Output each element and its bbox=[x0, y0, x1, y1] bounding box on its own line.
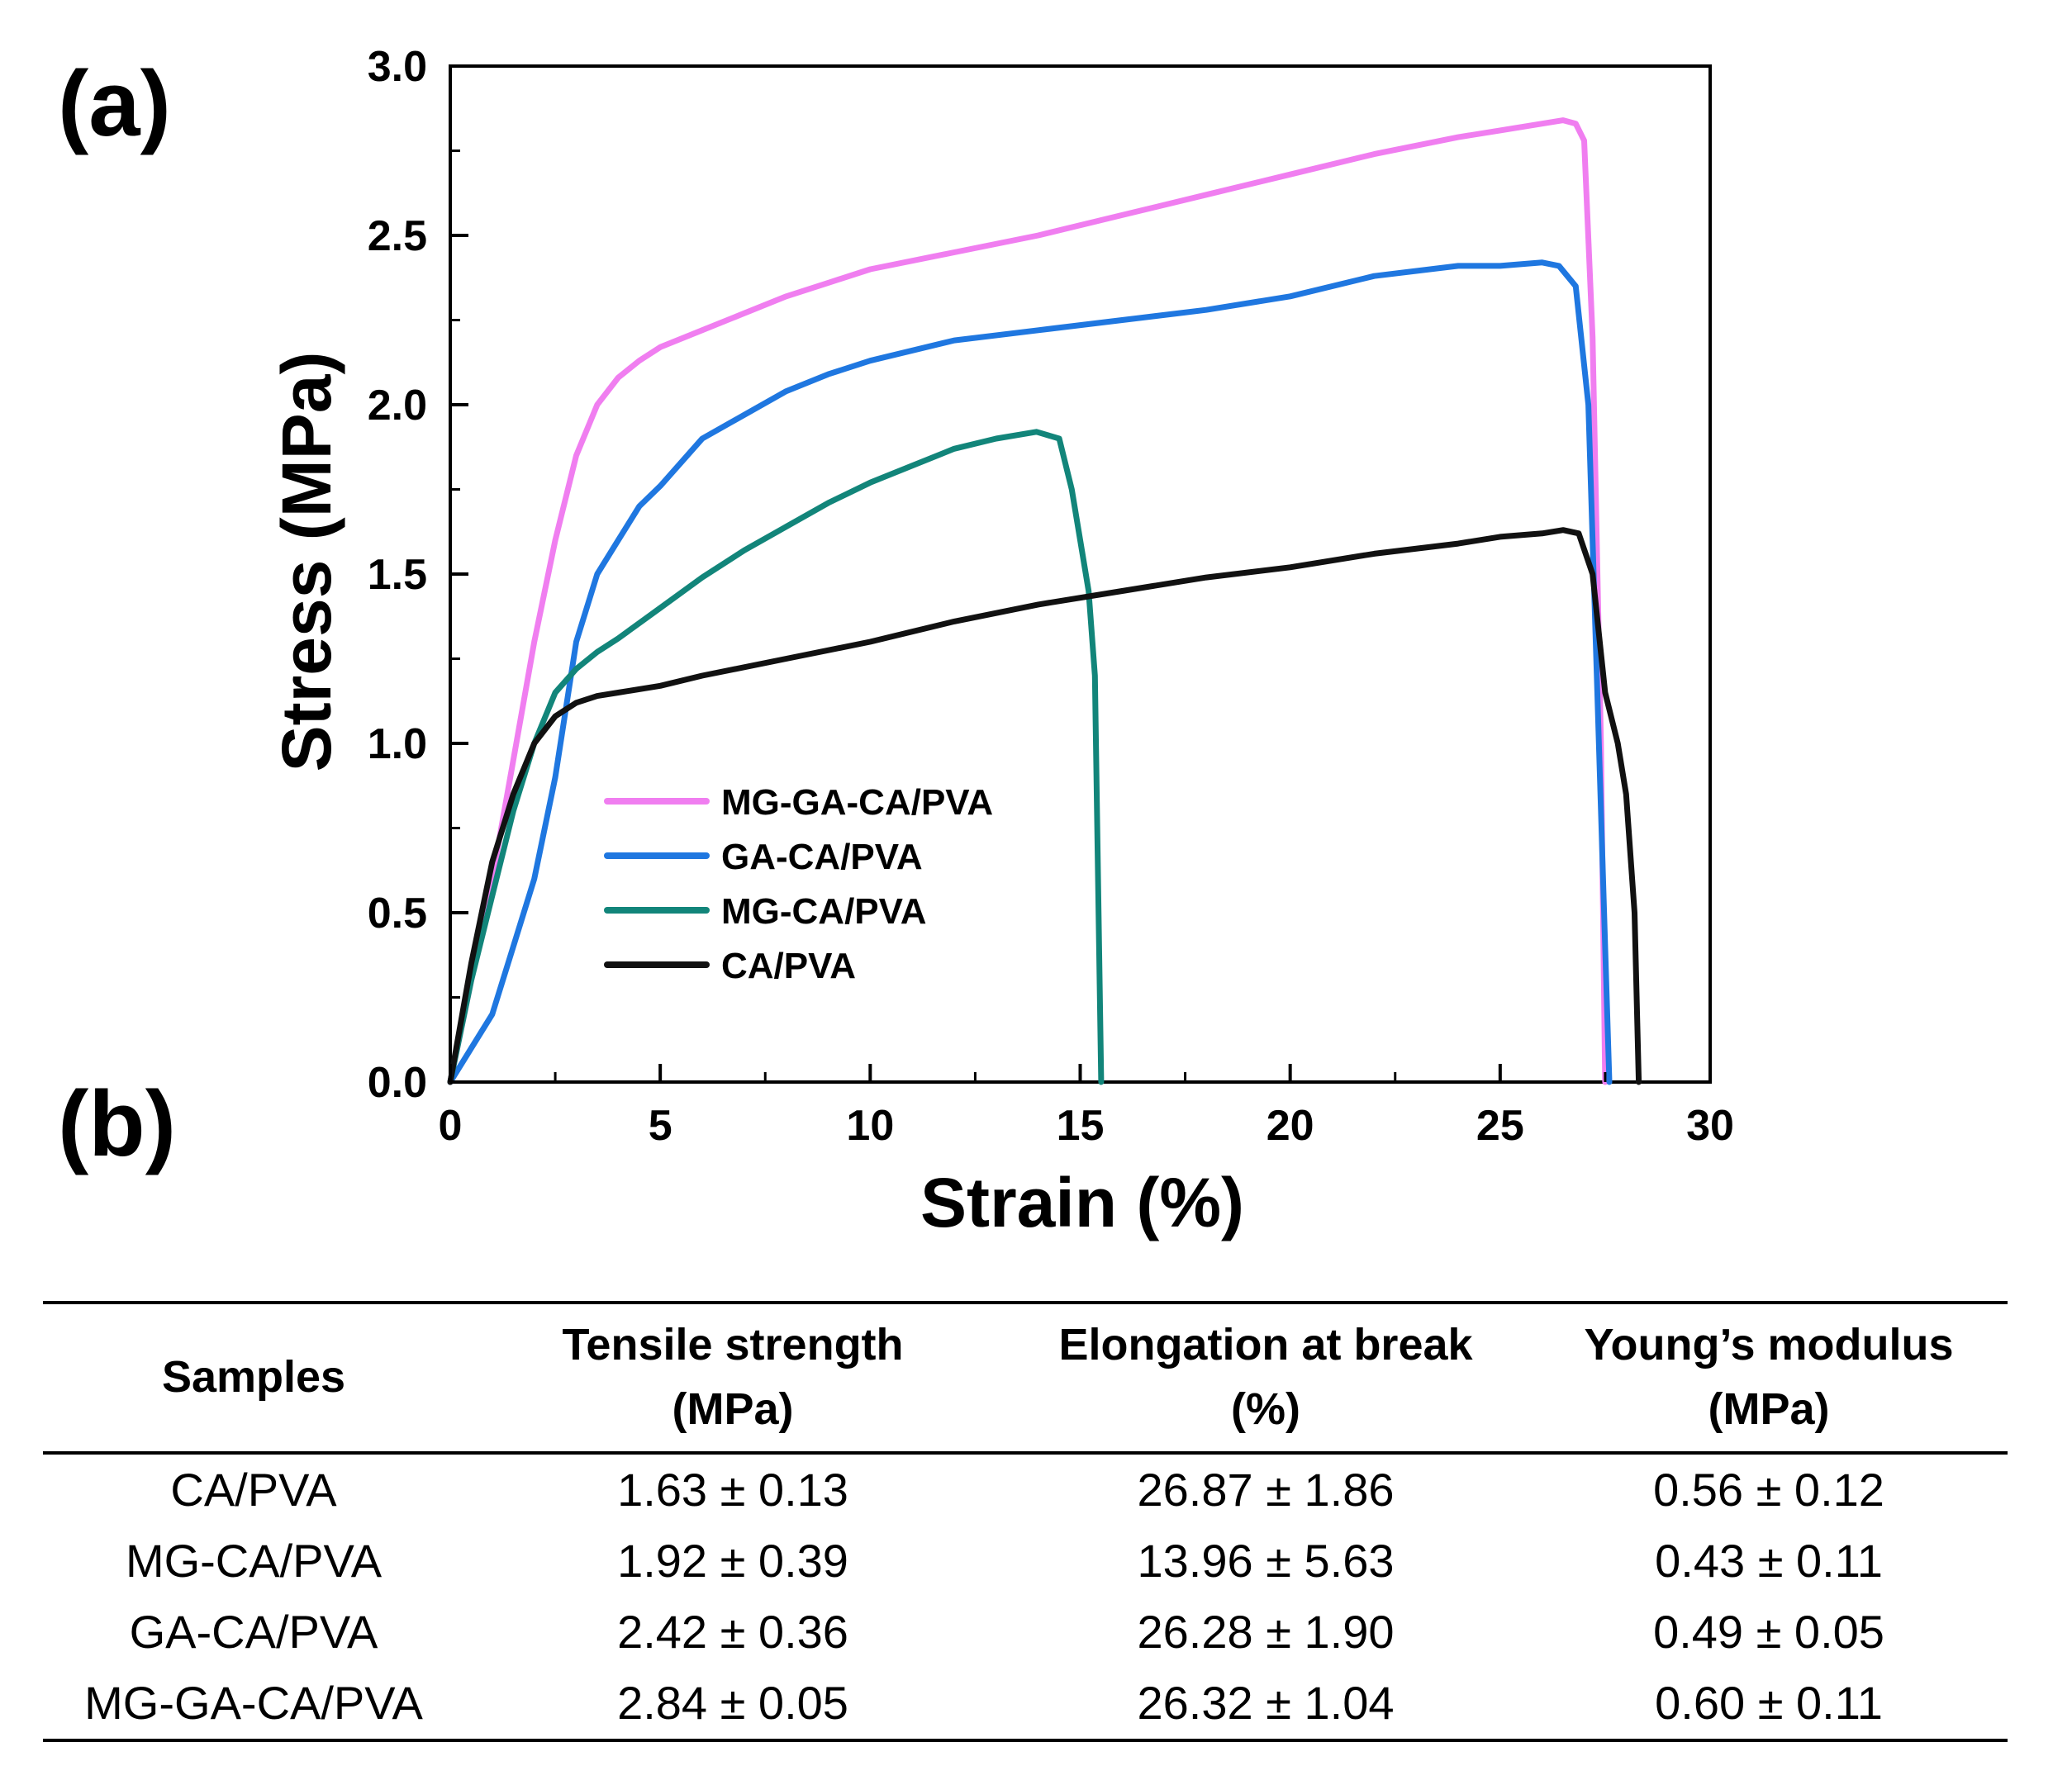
header-elongation-line2: (%) bbox=[1231, 1384, 1300, 1434]
cell-sample: MG-GA-CA/PVA bbox=[84, 1677, 423, 1729]
panel-label-a: (a) bbox=[58, 52, 171, 155]
panel-label-b: (b) bbox=[58, 1072, 177, 1175]
cell-tensile: 1.92 ± 0.39 bbox=[617, 1535, 848, 1587]
cell-tensile: 2.42 ± 0.36 bbox=[617, 1606, 848, 1658]
cell-elongation: 26.87 ± 1.86 bbox=[1137, 1464, 1395, 1516]
legend-label-ga-ca-pva: GA-CA/PVA bbox=[721, 837, 923, 877]
y-tick-label: 2.5 bbox=[368, 212, 427, 260]
cell-sample: MG-CA/PVA bbox=[125, 1535, 383, 1587]
header-elongation-line1: Elongation at break bbox=[1058, 1320, 1473, 1369]
series-line-ca-pva bbox=[447, 527, 1642, 1085]
table-row: MG-CA/PVA 1.92 ± 0.39 13.96 ± 5.63 0.43 … bbox=[43, 1526, 2008, 1597]
cell-tensile: 1.63 ± 0.13 bbox=[617, 1464, 848, 1516]
properties-table-wrap: Samples Tensile strength (MPa) Elongatio… bbox=[43, 1301, 2008, 1742]
table-row: MG-GA-CA/PVA 2.84 ± 0.05 26.32 ± 1.04 0.… bbox=[43, 1668, 2008, 1740]
y-tick-label: 3.0 bbox=[368, 43, 427, 91]
cell-modulus: 0.56 ± 0.12 bbox=[1653, 1464, 1884, 1516]
cell-sample: CA/PVA bbox=[170, 1464, 337, 1516]
series-line-mg-ga-ca-pva bbox=[447, 117, 1609, 1085]
cell-elongation: 26.28 ± 1.90 bbox=[1137, 1606, 1395, 1658]
cell-modulus: 0.43 ± 0.11 bbox=[1655, 1535, 1883, 1587]
header-samples: Samples bbox=[43, 1303, 464, 1453]
cell-modulus: 0.49 ± 0.05 bbox=[1653, 1606, 1884, 1658]
x-tick-label: 5 bbox=[649, 1102, 672, 1150]
header-modulus-line2: (MPa) bbox=[1708, 1384, 1830, 1434]
y-tick-label: 2.0 bbox=[368, 382, 427, 430]
cell-tensile: 2.84 ± 0.05 bbox=[617, 1677, 848, 1729]
x-tick-label: 25 bbox=[1476, 1102, 1524, 1150]
table-row: GA-CA/PVA 2.42 ± 0.36 26.28 ± 1.90 0.49 … bbox=[43, 1597, 2008, 1668]
header-youngs-modulus: Young’s modulus (MPa) bbox=[1530, 1303, 2008, 1453]
y-axis-label: Stress (MPa) bbox=[268, 352, 345, 772]
stress-strain-chart: 0 5 10 15 20 25 30 0.0 0.5 1.0 1.5 2.0 2.5 3.0 MG-GA-… bbox=[268, 43, 1734, 1241]
cell-elongation: 13.96 ± 5.63 bbox=[1137, 1535, 1395, 1587]
plot-frame bbox=[449, 64, 1712, 1084]
x-tick-label: 0 bbox=[439, 1102, 463, 1150]
header-tensile-line1: Tensile strength bbox=[562, 1320, 904, 1369]
cell-sample: GA-CA/PVA bbox=[129, 1606, 378, 1658]
header-tensile-strength: Tensile strength (MPa) bbox=[464, 1303, 1001, 1453]
header-elongation: Elongation at break (%) bbox=[1001, 1303, 1530, 1453]
header-modulus-line1: Young’s modulus bbox=[1584, 1320, 1954, 1369]
cell-modulus: 0.60 ± 0.11 bbox=[1655, 1677, 1883, 1729]
cell-elongation: 26.32 ± 1.04 bbox=[1137, 1677, 1395, 1729]
legend-label-mg-ca-pva: MG-CA/PVA bbox=[721, 891, 927, 932]
y-tick-label: 1.5 bbox=[368, 551, 427, 599]
series-line-ga-ca-pva bbox=[447, 259, 1613, 1085]
legend-label-ca-pva: CA/PVA bbox=[721, 946, 856, 986]
legend-label-mg-ga-ca-pva: MG-GA-CA/PVA bbox=[721, 782, 993, 823]
header-tensile-line2: (MPa) bbox=[672, 1384, 794, 1434]
y-tick-label: 0.0 bbox=[368, 1059, 427, 1107]
table-header-row: Samples Tensile strength (MPa) Elongatio… bbox=[43, 1303, 2008, 1453]
ticks-layer: 0 5 10 15 20 25 30 0.0 0.5 1.0 1.5 2.0 2.5 3.0 bbox=[368, 43, 1734, 1150]
header-samples-line1: Samples bbox=[161, 1352, 346, 1402]
legend: MG-GA-CA/PVA GA-CA/PVA MG-CA/PVA CA/PVA bbox=[604, 782, 993, 986]
y-tick-label: 0.5 bbox=[368, 890, 427, 937]
mechanical-properties-table: Samples Tensile strength (MPa) Elongatio… bbox=[43, 1301, 2008, 1742]
series-layer bbox=[447, 117, 1642, 1085]
x-tick-label: 10 bbox=[846, 1102, 894, 1150]
table-row: CA/PVA 1.63 ± 0.13 26.87 ± 1.86 0.56 ± 0… bbox=[43, 1453, 2008, 1526]
x-tick-label: 20 bbox=[1266, 1102, 1314, 1150]
plot-area-border bbox=[449, 64, 1712, 1084]
x-axis-label: Strain (%) bbox=[920, 1164, 1244, 1241]
y-tick-label: 1.0 bbox=[368, 720, 427, 768]
x-tick-label: 15 bbox=[1057, 1102, 1105, 1150]
x-tick-label: 30 bbox=[1686, 1102, 1734, 1150]
